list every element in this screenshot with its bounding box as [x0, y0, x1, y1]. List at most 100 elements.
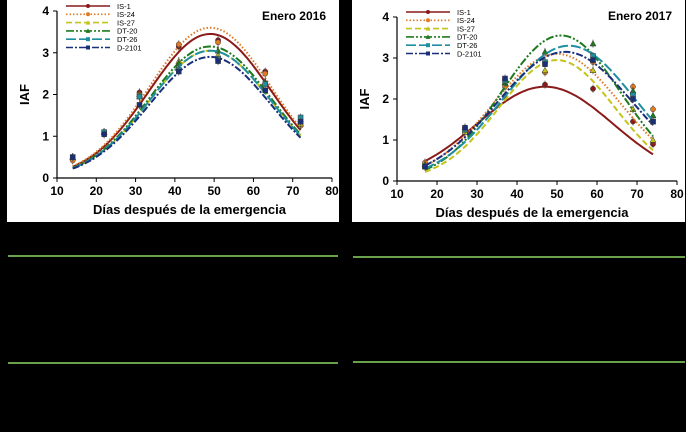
- y-axis-label: IAF: [357, 88, 372, 109]
- data-point-D-2101: [422, 163, 428, 170]
- legend-marker: [85, 20, 91, 25]
- data-point-IS-24: [215, 39, 221, 46]
- legend-label-DT-20: DT-20: [117, 27, 137, 36]
- data-point-D-2101: [462, 124, 468, 131]
- data-point-IS-27: [589, 66, 597, 73]
- x-tick-label: 50: [207, 184, 221, 198]
- data-point-D-2101: [297, 118, 304, 125]
- data-point-IS-27: [541, 66, 549, 73]
- chart-panel-enero-2017: 0 1 2 3 4 10 20 30 40 50 60 70 80 Días después de la …: [352, 0, 685, 222]
- data-point-DT-20: [589, 40, 597, 47]
- y-tick-label: 0: [382, 174, 389, 188]
- divider-line: [8, 362, 338, 364]
- y-tick-label: 3: [42, 46, 49, 60]
- legend-label-IS-24: IS-24: [117, 10, 135, 19]
- legend-label-IS-1: IS-1: [457, 8, 471, 17]
- x-tick-label: 20: [90, 184, 104, 198]
- data-point-IS-1: [590, 85, 596, 92]
- data-point-D-2101: [176, 68, 182, 75]
- legend-label-IS-27: IS-27: [117, 18, 135, 27]
- x-tick-label: 30: [129, 184, 143, 198]
- legend-label-D-2101: D-2101: [457, 49, 482, 58]
- series-line-DT-20: [72, 45, 302, 169]
- chart-title: Enero 2017: [608, 9, 672, 23]
- x-tick-label: 60: [247, 184, 261, 198]
- data-point-DT-26: [136, 93, 143, 100]
- y-tick-label: 4: [42, 4, 49, 18]
- y-tick-label: 1: [382, 133, 389, 147]
- data-point-D-2101: [502, 75, 508, 82]
- divider-line: [353, 256, 685, 258]
- legend-label-DT-26: DT-26: [457, 41, 477, 50]
- y-tick-label: 3: [382, 51, 389, 65]
- legend-marker: [426, 43, 430, 48]
- series-line-DT-26: [424, 44, 654, 170]
- series-line-IS-1: [424, 85, 654, 162]
- legend-marker: [86, 37, 90, 42]
- divider-line: [8, 255, 338, 257]
- chart-enero-2016: 0 1 2 3 4 10 20 30 40 50 60 70 80 Días después de la …: [17, 2, 339, 217]
- data-point-D-2101: [136, 102, 143, 108]
- data-point-D-2101: [650, 118, 656, 125]
- data-point-DT-26: [262, 81, 268, 87]
- data-point-D-2101: [262, 87, 268, 94]
- y-tick-label: 0: [42, 171, 49, 185]
- legend-label-DT-20: DT-20: [457, 33, 477, 42]
- data-point-D-2101: [542, 61, 548, 67]
- x-tick-label: 40: [510, 187, 524, 201]
- x-tick-label: 70: [286, 184, 300, 198]
- data-point-D-2101: [215, 58, 221, 64]
- legend-label-IS-24: IS-24: [457, 16, 475, 25]
- legend-marker: [425, 34, 431, 39]
- chart-enero-2017: 0 1 2 3 4 10 20 30 40 50 60 70 80 Días después de la …: [357, 8, 684, 220]
- chart-panel-enero-2016: 0 1 2 3 4 10 20 30 40 50 60 70 80 Días después de la …: [7, 0, 339, 222]
- data-point-D-2101: [590, 57, 596, 63]
- x-tick-label: 80: [325, 184, 339, 198]
- x-tick-label: 60: [590, 187, 604, 201]
- data-point-D-2101: [630, 96, 636, 102]
- x-axis-label: Días después de la emergencia: [93, 202, 287, 217]
- x-tick-label: 50: [550, 187, 564, 201]
- legend-marker: [86, 12, 90, 17]
- x-tick-label: 10: [390, 187, 404, 201]
- series-line-IS-27: [424, 59, 654, 173]
- x-tick-label: 30: [470, 187, 484, 201]
- x-tick-label: 40: [168, 184, 182, 198]
- data-point-IS-24: [175, 41, 182, 48]
- series-line-D-2101: [72, 55, 302, 170]
- legend-marker: [86, 4, 90, 8]
- series-line-IS-1: [72, 33, 302, 168]
- chart-title: Enero 2016: [262, 9, 326, 23]
- data-point-IS-24: [262, 70, 269, 77]
- series-line-IS-27: [72, 49, 302, 170]
- y-axis-label: IAF: [17, 84, 32, 105]
- legend-marker: [425, 26, 431, 31]
- legend-label-IS-27: IS-27: [457, 24, 475, 33]
- x-tick-label: 20: [430, 187, 444, 201]
- series-line-DT-26: [72, 49, 302, 170]
- x-axis-label: Días después de la emergencia: [436, 205, 630, 220]
- data-point-D-2101: [69, 154, 76, 160]
- data-point-D-2101: [101, 131, 107, 137]
- x-tick-label: 70: [630, 187, 644, 201]
- y-tick-label: 2: [42, 88, 49, 102]
- data-point-IS-27: [649, 136, 657, 143]
- legend-label-IS-1: IS-1: [117, 2, 131, 11]
- data-point-IS-1: [542, 81, 548, 88]
- legend-marker: [426, 18, 430, 23]
- y-tick-label: 2: [382, 92, 389, 106]
- series-line-D-2101: [424, 50, 654, 167]
- y-tick-label: 1: [42, 129, 49, 143]
- legend-marker: [426, 51, 430, 56]
- legend-marker: [426, 10, 430, 14]
- x-tick-label: 80: [670, 187, 684, 201]
- divider-line: [353, 361, 685, 363]
- series-line-IS-24: [424, 52, 654, 167]
- legend-label-DT-26: DT-26: [117, 35, 137, 44]
- y-tick-label: 4: [382, 10, 389, 24]
- x-tick-label: 10: [50, 184, 64, 198]
- legend-marker: [85, 28, 91, 33]
- legend-label-D-2101: D-2101: [117, 43, 142, 52]
- legend-marker: [86, 45, 90, 50]
- data-point-IS-24: [650, 106, 656, 113]
